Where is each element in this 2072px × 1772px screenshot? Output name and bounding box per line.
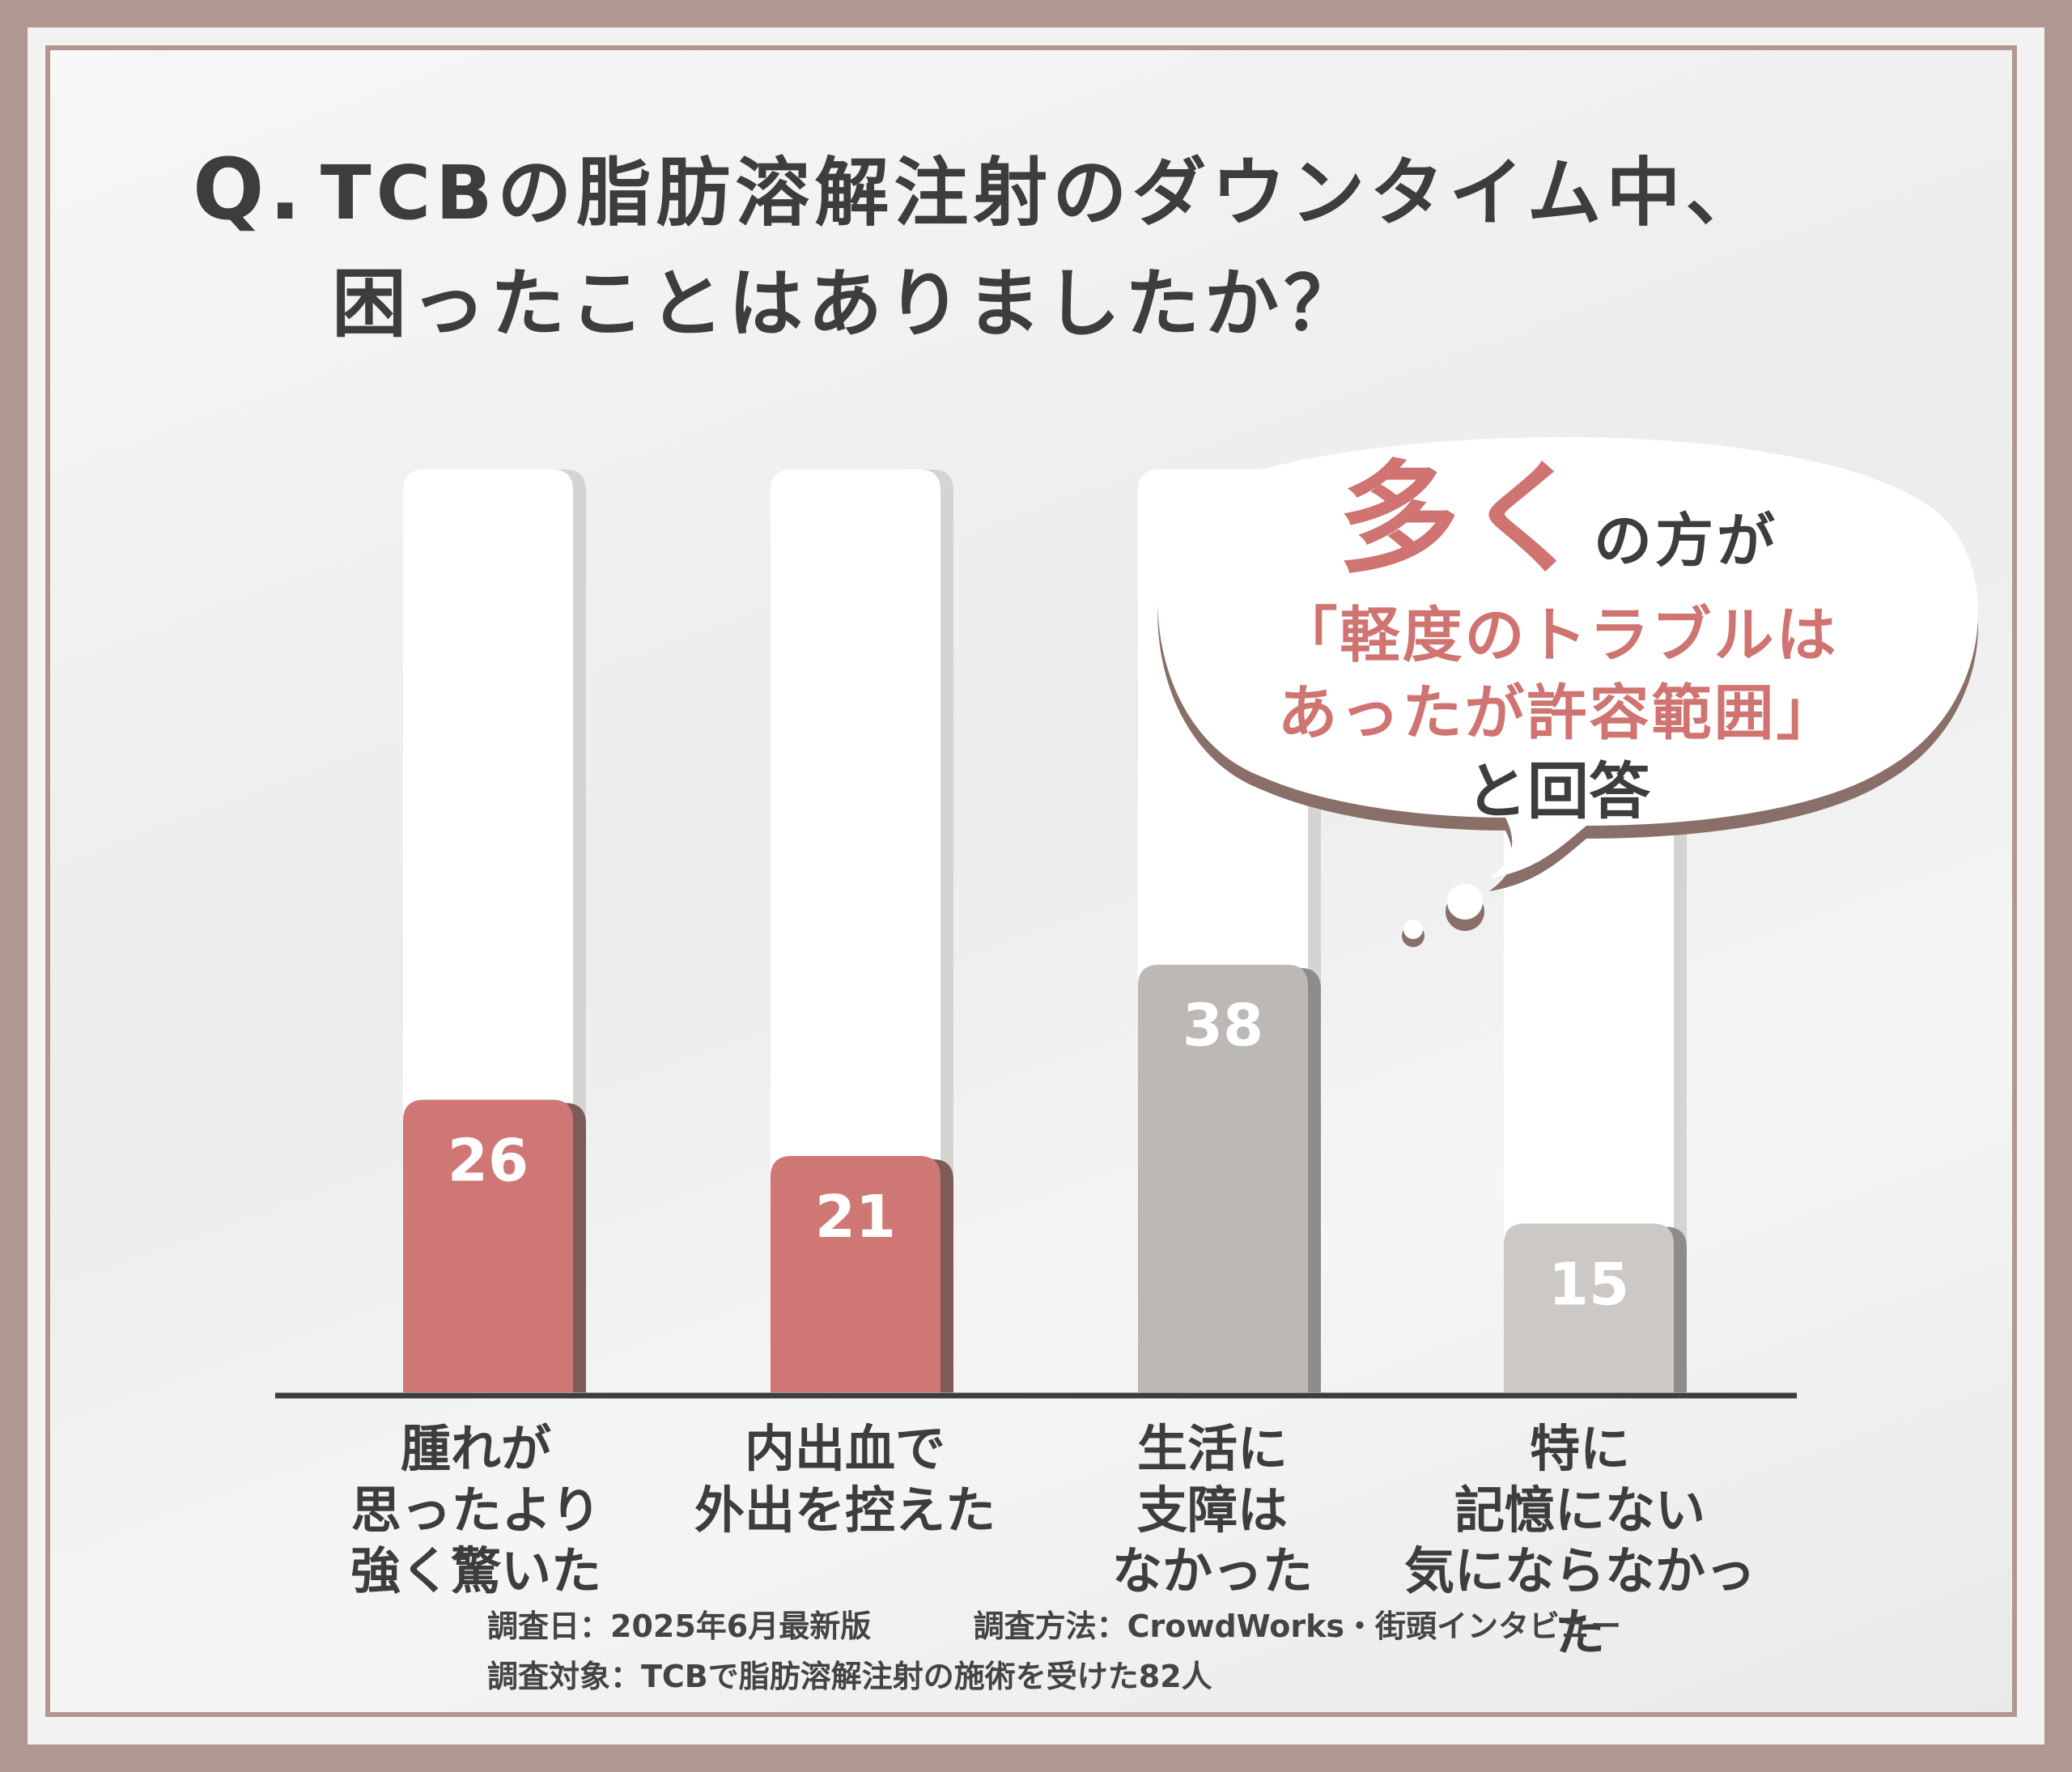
speech-bubble-body (1157, 437, 1979, 878)
bar-value-label: 15 (1548, 1250, 1629, 1318)
bar-value-label: 38 (1182, 992, 1263, 1060)
question-title: Q. TCBの脂肪溶解注射のダウンタイム中、 困ったことはありましたか？ (193, 140, 1973, 347)
bubble-text: 多くの方が 「軽度のトラブルは あったが許容範囲」 と回答 (1141, 421, 1975, 832)
category-label-3: 生活に 支障は なかった (1111, 1419, 1313, 1601)
thought-dot-large (1447, 884, 1483, 920)
bubble-quote-line-1: 「軽度のトラブルは (1277, 601, 1839, 670)
bar (403, 1099, 573, 1392)
speech-bubble (1157, 437, 1979, 947)
bar-value-label: 26 (448, 1127, 529, 1195)
bubble-emphasis: 多く (1337, 449, 1594, 590)
survey-method: 調査方法：CrowdWorks・街頭インタビュー (973, 1608, 1622, 1644)
inner-frame (45, 45, 2017, 1717)
footer-line-1: 調査日：2025年6月最新版 調査方法：CrowdWorks・街頭インタビュー (487, 1601, 1621, 1646)
question-line-2: 困ったことはありましたか？ (332, 260, 1364, 347)
category-label-1: 腫れが 思ったより 強く驚いた (350, 1419, 601, 1601)
bubble-quote-line-2: あったが許容範囲」 (1277, 678, 1839, 749)
bars: 26 21 38 15 (403, 964, 1687, 1392)
survey-date: 調査日：2025年6月最新版 (487, 1608, 872, 1644)
question-line-1: TCBの脂肪溶解注射のダウンタイム中、 (320, 150, 1765, 236)
category-label-2: 内出血で 外出を控えた (694, 1419, 996, 1540)
bar (1138, 964, 1308, 1392)
bar (771, 1156, 940, 1392)
thought-dot-small (1403, 920, 1423, 939)
bar (1504, 1223, 1674, 1392)
bar-value-label: 21 (815, 1183, 896, 1251)
question-mark-label: Q. (193, 140, 306, 239)
survey-subject: 調査対象：TCBで脂肪溶解注射の施術を受けた82人 (487, 1659, 1212, 1694)
category-label-4: 特に 記憶にない 気にならなかった (1403, 1419, 1756, 1662)
bubble-suffix: の方が (1594, 507, 1779, 575)
bubble-answer: と回答 (1466, 755, 1650, 828)
footer-line-2: 調査対象：TCBで脂肪溶解注射の施術を受けた82人 (487, 1651, 1212, 1696)
